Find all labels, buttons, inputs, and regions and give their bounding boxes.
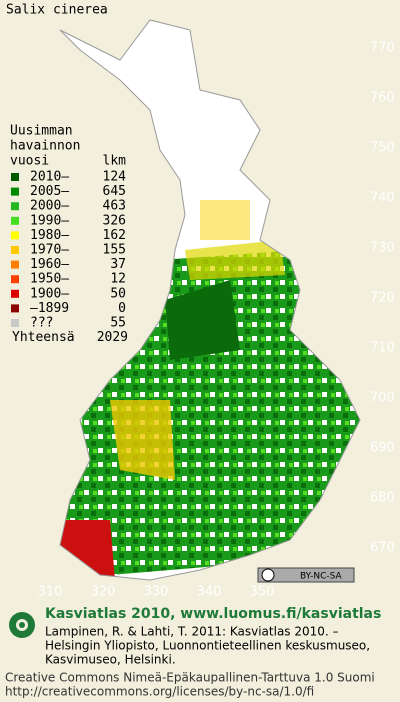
northing-label: 740 xyxy=(370,191,395,206)
citation: Kasvimuseo, Helsinki. xyxy=(45,653,176,667)
legend-label: 2010– xyxy=(30,170,69,185)
legend-count: 55 xyxy=(110,316,126,331)
northing-label: 670 xyxy=(370,541,395,556)
northing-label: 770 xyxy=(370,41,395,56)
legend-label: 1960– xyxy=(30,257,69,272)
easting-label: 310 xyxy=(38,585,63,600)
easting-label: 320 xyxy=(91,585,116,600)
northing-label: 760 xyxy=(370,91,395,106)
legend-label: 2000– xyxy=(30,199,69,214)
northing-label: 750 xyxy=(370,141,395,156)
northing-label: 680 xyxy=(370,491,395,506)
legend-label: 2005– xyxy=(30,184,69,199)
northing-label: 730 xyxy=(370,241,395,256)
legend-swatch xyxy=(11,275,19,284)
legend-count: 124 xyxy=(103,170,127,185)
legend-count: 50 xyxy=(110,286,126,301)
legend-label: ??? xyxy=(30,316,53,331)
legend-count: 326 xyxy=(103,213,126,228)
legend-swatch xyxy=(11,289,19,298)
legend-label: 1990– xyxy=(30,213,69,228)
license-text: Creative Commons Nimeä-Epäkaupallinen-Ta… xyxy=(5,671,375,685)
northing-label: 710 xyxy=(370,341,395,356)
legend-swatch xyxy=(11,173,19,181)
legend-swatch xyxy=(11,304,19,313)
legend-swatch xyxy=(11,319,19,327)
badge-text: BY-NC-SA xyxy=(300,572,343,582)
map-title: Salix cinerea xyxy=(6,3,108,18)
legend-column: lkm xyxy=(103,154,127,169)
legend-count: 155 xyxy=(103,243,126,258)
legend-count: 463 xyxy=(103,199,126,214)
easting-label: 350 xyxy=(250,585,275,600)
logo xyxy=(9,612,35,638)
citation: Lampinen, R. & Lahti, T. 2011: Kasviatla… xyxy=(45,625,339,639)
northing-label: 700 xyxy=(370,391,395,406)
license-badge: BY-NC-SA xyxy=(257,567,355,583)
border xyxy=(59,19,361,581)
legend-swatch xyxy=(11,202,19,211)
legend-label: 1950– xyxy=(30,272,69,287)
legend-label: 1970– xyxy=(30,243,69,258)
easting-label: 330 xyxy=(144,585,169,600)
legend-count: 645 xyxy=(103,184,126,199)
legend-swatch xyxy=(11,216,19,225)
legend-swatch xyxy=(11,187,19,196)
legend-count: 162 xyxy=(103,228,126,243)
legend-heading: havainnon xyxy=(10,139,80,154)
legend-swatch xyxy=(11,246,19,254)
total-label: Yhteensä xyxy=(12,330,75,345)
legend-count: 0 xyxy=(118,301,126,316)
legend-count: 37 xyxy=(110,257,126,272)
legend-column: vuosi xyxy=(10,154,49,169)
credit-heading: Kasviatlas 2010, www.luomus.fi/kasviatla… xyxy=(45,606,381,622)
northing-label: 720 xyxy=(370,291,395,306)
northing-label: 690 xyxy=(370,441,395,456)
legend-label: 1980– xyxy=(30,228,69,243)
total-count: 2029 xyxy=(97,330,128,345)
legend: 2010– 124 2005– 645 2000– 463 1990– 326 1980– 162… xyxy=(11,170,128,345)
legend-swatch xyxy=(11,231,19,240)
grid-labels: 770 760 750 740 730 720 710 700 690 680 670 310 320 3… xyxy=(38,41,395,600)
citation: Helsingin Yliopisto, Luonnontieteellinen… xyxy=(45,639,370,653)
legend-label: –1899 xyxy=(30,301,69,316)
legend-heading: Uusimman xyxy=(10,124,73,139)
easting-label: 340 xyxy=(197,585,222,600)
legend-label: 1900– xyxy=(30,286,69,301)
legend-count: 12 xyxy=(110,272,126,287)
legend-swatch xyxy=(11,260,19,269)
license-url: http://creativecommons.org/licenses/by-n… xyxy=(5,685,314,699)
